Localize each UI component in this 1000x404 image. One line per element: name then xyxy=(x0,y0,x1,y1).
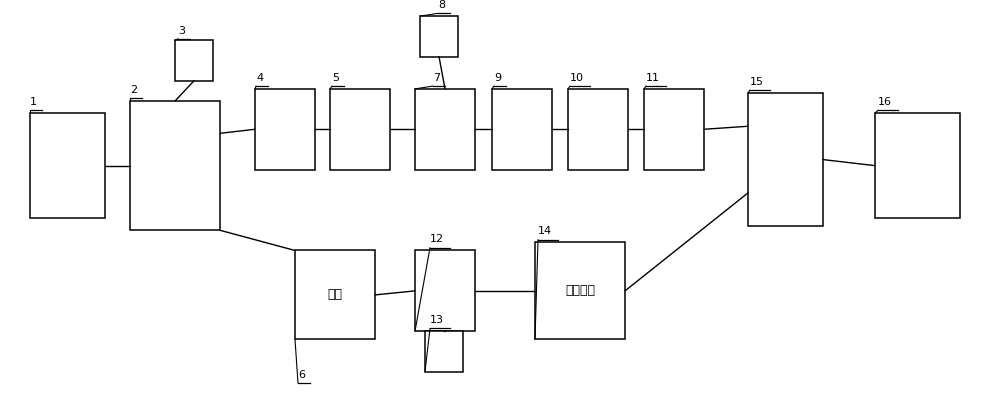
Text: 低温腥渍: 低温腥渍 xyxy=(565,284,595,297)
Bar xyxy=(130,101,220,230)
Bar xyxy=(644,89,704,170)
Text: 12: 12 xyxy=(430,234,444,244)
Text: 6: 6 xyxy=(298,370,305,380)
Bar xyxy=(425,331,463,372)
Text: 4: 4 xyxy=(256,73,263,83)
Text: 2: 2 xyxy=(130,85,137,95)
Text: 16: 16 xyxy=(878,97,892,107)
Bar xyxy=(30,113,105,218)
Bar xyxy=(748,93,823,226)
Text: 切丝: 切丝 xyxy=(327,288,342,301)
Bar xyxy=(415,89,475,170)
Text: 9: 9 xyxy=(494,73,501,83)
Bar xyxy=(415,250,475,331)
Bar xyxy=(568,89,628,170)
Text: 11: 11 xyxy=(646,73,660,83)
Text: 7: 7 xyxy=(433,73,440,83)
Bar xyxy=(875,113,960,218)
Text: 13: 13 xyxy=(430,315,444,325)
Text: 10: 10 xyxy=(570,73,584,83)
Text: 8: 8 xyxy=(438,0,445,10)
Text: 5: 5 xyxy=(332,73,339,83)
Bar xyxy=(535,242,625,339)
Bar xyxy=(295,250,375,339)
Text: 1: 1 xyxy=(30,97,37,107)
Text: 14: 14 xyxy=(538,226,552,236)
Bar xyxy=(175,40,213,81)
Bar xyxy=(255,89,315,170)
Text: 15: 15 xyxy=(750,77,764,87)
Bar xyxy=(330,89,390,170)
Text: 3: 3 xyxy=(178,25,185,36)
Bar xyxy=(492,89,552,170)
Bar xyxy=(420,16,458,57)
